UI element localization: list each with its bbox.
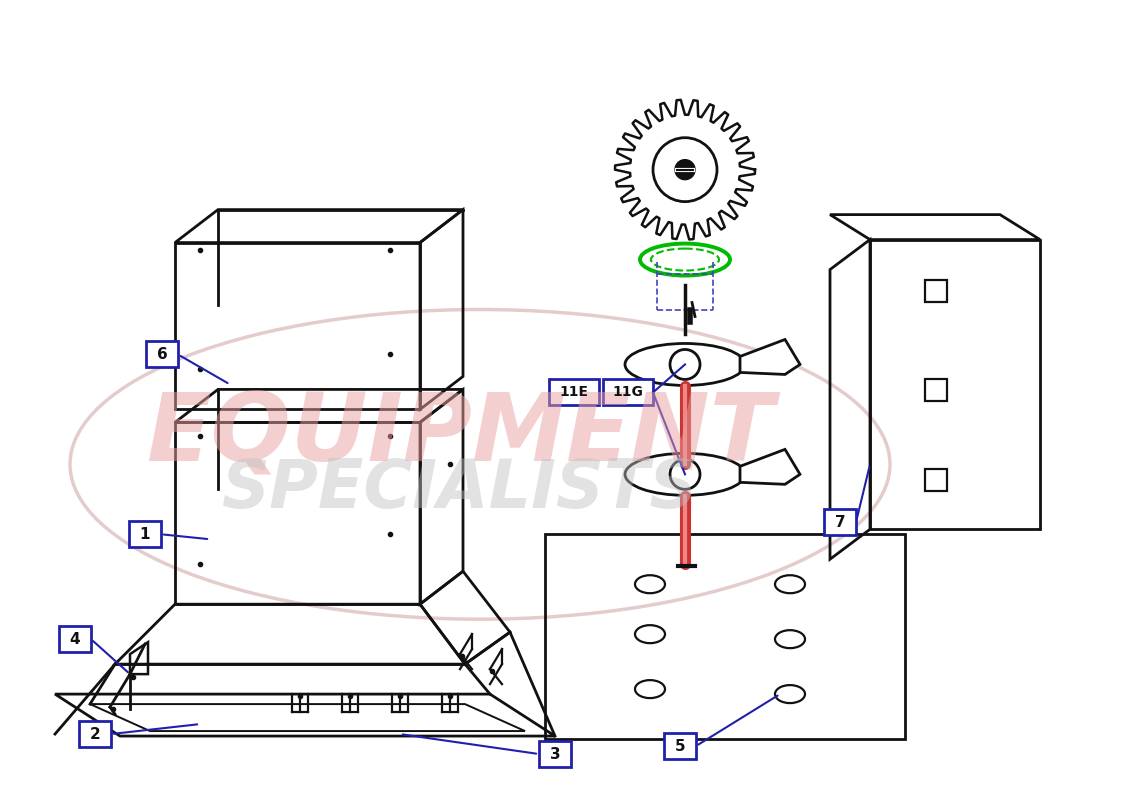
Text: SPECIALISTS: SPECIALISTS	[222, 456, 699, 523]
Polygon shape	[740, 339, 800, 375]
FancyBboxPatch shape	[549, 379, 598, 405]
Ellipse shape	[625, 453, 745, 495]
Text: 7: 7	[835, 515, 845, 530]
Text: 5: 5	[675, 738, 685, 753]
Text: 6: 6	[157, 347, 168, 362]
FancyBboxPatch shape	[664, 733, 696, 759]
Text: 12"  CHUTE, ELECTRICS (pre serial # 7512): 12" CHUTE, ELECTRICS (pre serial # 7512)	[128, 20, 999, 54]
FancyBboxPatch shape	[79, 721, 110, 747]
FancyBboxPatch shape	[824, 509, 857, 535]
FancyBboxPatch shape	[147, 342, 178, 368]
Text: 11G: 11G	[613, 386, 644, 400]
Ellipse shape	[625, 343, 745, 386]
FancyBboxPatch shape	[539, 741, 571, 767]
Text: EQUIPMENT: EQUIPMENT	[145, 388, 774, 480]
FancyBboxPatch shape	[128, 521, 161, 547]
Text: 1: 1	[140, 527, 150, 541]
Text: 3: 3	[550, 747, 560, 762]
Text: 11E: 11E	[559, 386, 588, 400]
Text: 2: 2	[90, 726, 100, 741]
Polygon shape	[740, 449, 800, 484]
Circle shape	[675, 160, 695, 179]
FancyBboxPatch shape	[603, 379, 653, 405]
FancyBboxPatch shape	[59, 626, 91, 652]
Text: 4: 4	[70, 632, 80, 647]
